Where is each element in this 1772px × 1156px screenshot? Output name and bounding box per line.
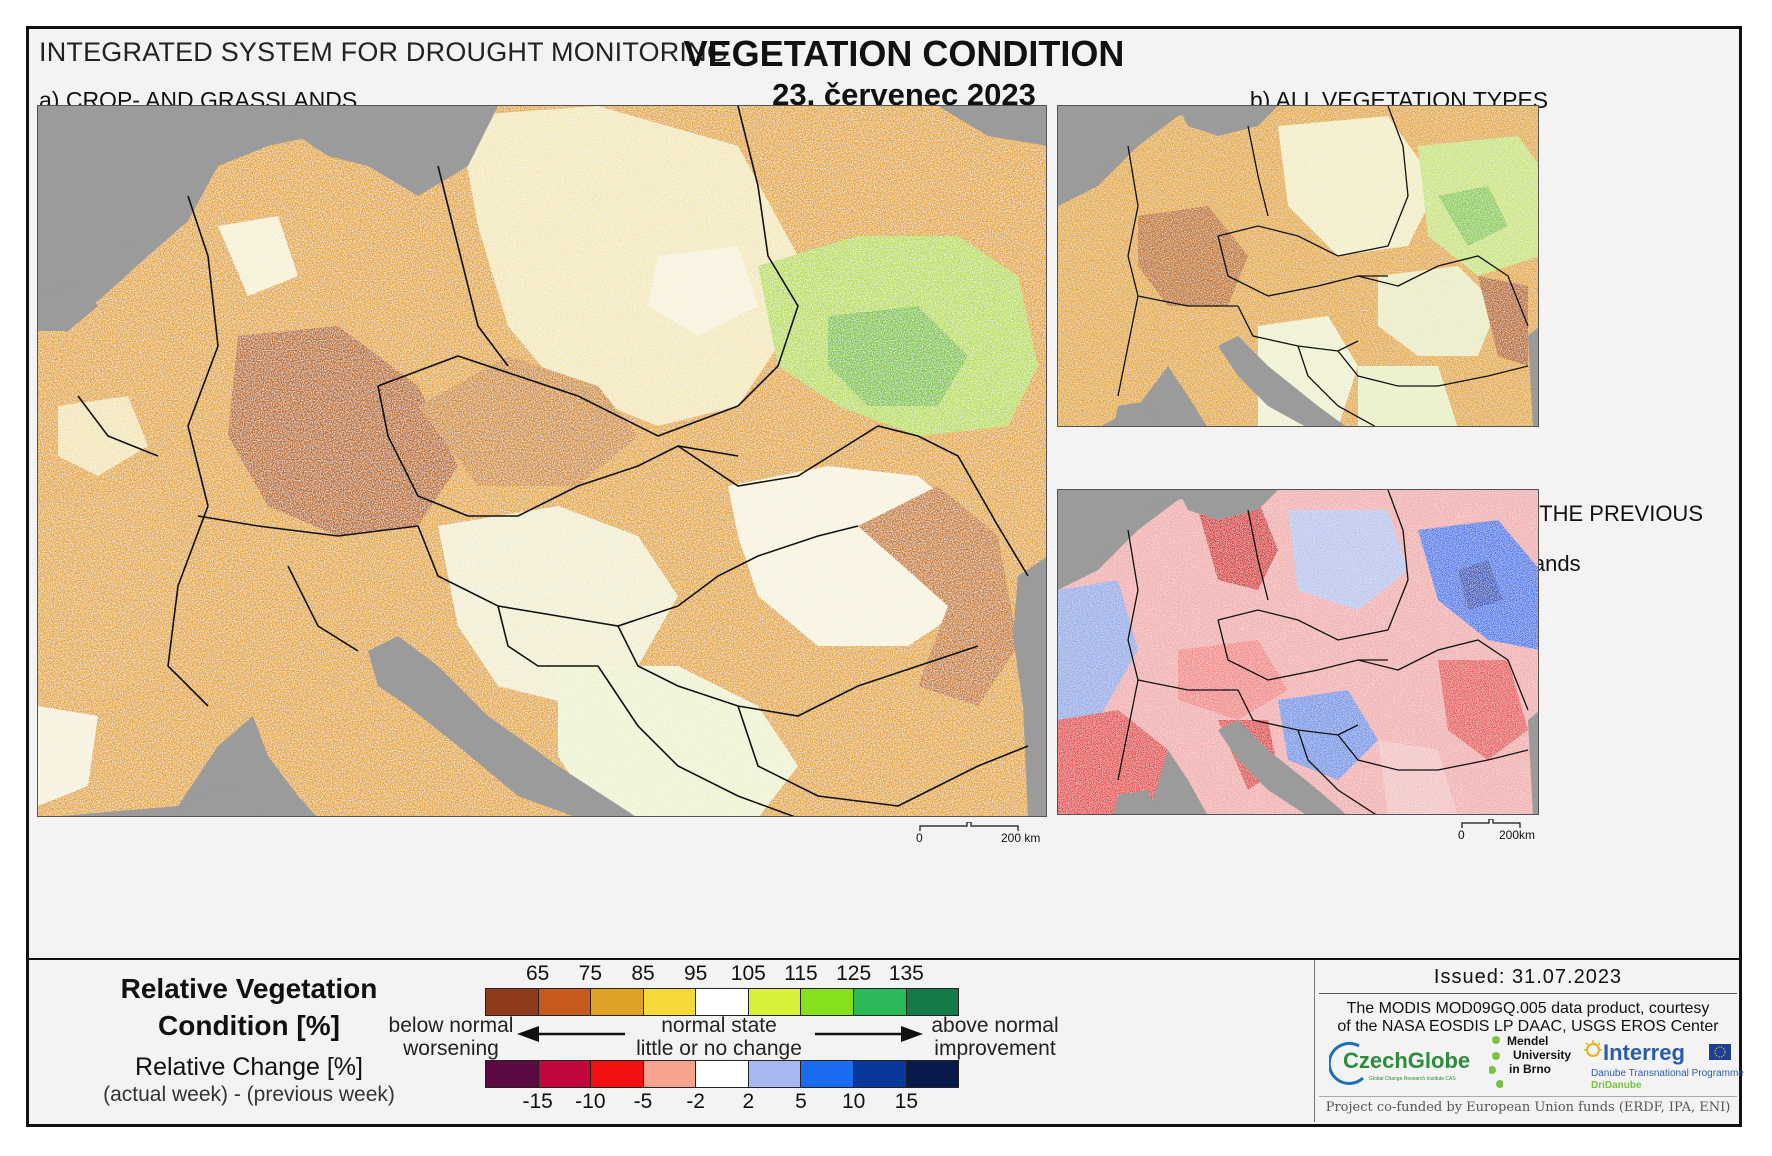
credit-line1: The MODIS MOD09GQ.005 data product, cour… [1346, 1000, 1710, 1017]
legend-change-title: Relative Change [%] [135, 1053, 363, 1081]
scalebar-small-start: 0 [1458, 828, 1465, 842]
change-swatch [801, 1061, 854, 1087]
mendel-line1: Mendel [1507, 1034, 1549, 1048]
change-swatch [538, 1061, 592, 1087]
change-tick-label: 10 [841, 1090, 866, 1113]
below-normal-line2: worsening [403, 1037, 499, 1060]
baltic-sea [288, 106, 498, 196]
change-tick-label: 5 [795, 1090, 807, 1113]
condition-tick-label: 135 [888, 962, 924, 985]
legend-panel: Relative Vegetation Condition [%] Relati… [29, 958, 1744, 1126]
interreg-wordmark: Interreg [1603, 1040, 1685, 1065]
left-arrow-icon [517, 1026, 625, 1042]
country-borders [77, 106, 1029, 816]
map-weekly-change [1057, 489, 1539, 815]
legend-title-line2: Condition [%] [158, 1010, 340, 1041]
change-colorbar [485, 1060, 959, 1088]
change-tick-label: -10 [575, 1090, 606, 1113]
above-normal-label: above normal improvement [925, 1014, 1065, 1060]
map-all-vegetation [1057, 105, 1539, 427]
change-swatch [906, 1061, 959, 1087]
normal-state-line2: little or no change [636, 1037, 802, 1060]
change-tick-label: -15 [522, 1090, 553, 1113]
condition-swatch [643, 989, 697, 1015]
condition-tick-label: 105 [730, 962, 766, 985]
scalebar-small: 0 200km [1458, 819, 1551, 843]
map-a-svg [38, 106, 1046, 816]
condition-swatch [696, 989, 749, 1015]
map-b-svg [1058, 106, 1538, 426]
right-arrow-icon [815, 1026, 923, 1042]
mendel-logo: Mendel University in Brno [1489, 1034, 1579, 1094]
scalebar-small-end: 200km [1499, 828, 1536, 842]
below-normal-line1: below normal [388, 1014, 514, 1037]
change-tick-label: -5 [633, 1090, 653, 1113]
czechglobe-wordmark: CzechGlobe [1343, 1048, 1471, 1073]
condition-tick-label: 95 [683, 962, 708, 985]
change-swatch [696, 1061, 749, 1087]
condition-swatch [591, 989, 644, 1015]
above-normal-line2: improvement [934, 1037, 1056, 1060]
change-swatch [748, 1061, 802, 1087]
interreg-project: DriDanube [1591, 1080, 1642, 1091]
legend-change-subtitle: (actual week) - (previous week) [103, 1083, 395, 1106]
condition-swatch [538, 989, 592, 1015]
condition-swatch [906, 989, 959, 1015]
scalebar-main: 0 200 km [916, 822, 1049, 846]
change-swatch [853, 1061, 907, 1087]
condition-tick-label: 125 [836, 962, 872, 985]
figure-frame: INTEGRATED SYSTEM FOR DROUGHT MONITORING… [26, 26, 1744, 1127]
interreg-logo: Interreg Danube Transnational Programme … [1581, 1036, 1744, 1096]
scalebar-small-graphic [1461, 819, 1521, 828]
change-swatch [643, 1061, 697, 1087]
czechglobe-subtitle: Global Change Research Institute CAS [1369, 1076, 1456, 1082]
czechglobe-ring-icon [1329, 1041, 1365, 1085]
condition-tick-label: 115 [784, 962, 818, 985]
mendel-dots-icon [1489, 1036, 1503, 1088]
issued-date: Issued: 31.07.2023 [1319, 966, 1737, 994]
above-normal-line1: above normal [931, 1014, 1059, 1037]
map-crop-grasslands [37, 105, 1047, 817]
change-tick-label: -2 [686, 1090, 705, 1113]
legend-title: Relative Vegetation Condition [%] [89, 970, 409, 1044]
credit-line2: of the NASA EOSDIS LP DAAC, USGS EROS Ce… [1337, 1018, 1719, 1035]
condition-swatch [748, 989, 802, 1015]
change-tick-label: 2 [742, 1090, 755, 1113]
below-normal-label: below normal worsening [381, 1014, 521, 1060]
change-tick-label: 15 [894, 1090, 918, 1113]
normal-state-line1: normal state [661, 1014, 777, 1037]
scalebar-main-start: 0 [916, 831, 923, 845]
interreg-sun-icon [1584, 1040, 1602, 1057]
czechglobe-logo: CzechGlobe Global Change Research Instit… [1329, 1040, 1499, 1088]
change-swatch [591, 1061, 644, 1087]
condition-tick-label: 85 [631, 962, 655, 985]
cofunding-note: Project co-funded by European Union fund… [1319, 1096, 1737, 1115]
mendel-line3: in Brno [1509, 1062, 1551, 1076]
system-title: INTEGRATED SYSTEM FOR DROUGHT MONITORING [39, 37, 729, 67]
interreg-subtitle: Danube Transnational Programme [1591, 1068, 1744, 1079]
main-title: VEGETATION CONDITION [683, 33, 1125, 74]
north-sea [38, 106, 248, 296]
scalebar-main-graphic [919, 822, 1019, 831]
change-swatch [486, 1061, 539, 1087]
condition-swatch [486, 989, 539, 1015]
black-sea [1013, 557, 1046, 816]
legend-divider [1314, 960, 1315, 1122]
condition-colorbar [485, 988, 959, 1016]
normal-state-label: normal state little or no change [619, 1014, 819, 1060]
mendel-line2: University [1513, 1048, 1572, 1062]
eu-flag-icon [1709, 1044, 1731, 1060]
adriatic-sea [368, 636, 635, 816]
data-credit: The MODIS MOD09GQ.005 data product, cour… [1319, 1000, 1737, 1036]
condition-swatch [801, 989, 854, 1015]
condition-tick-label: 65 [525, 962, 550, 985]
condition-swatch [853, 989, 907, 1015]
scalebar-main-end: 200 km [1001, 831, 1041, 845]
condition-tick-label: 75 [578, 962, 602, 985]
legend-title-line1: Relative Vegetation [120, 973, 378, 1004]
map-c-svg [1058, 490, 1538, 814]
